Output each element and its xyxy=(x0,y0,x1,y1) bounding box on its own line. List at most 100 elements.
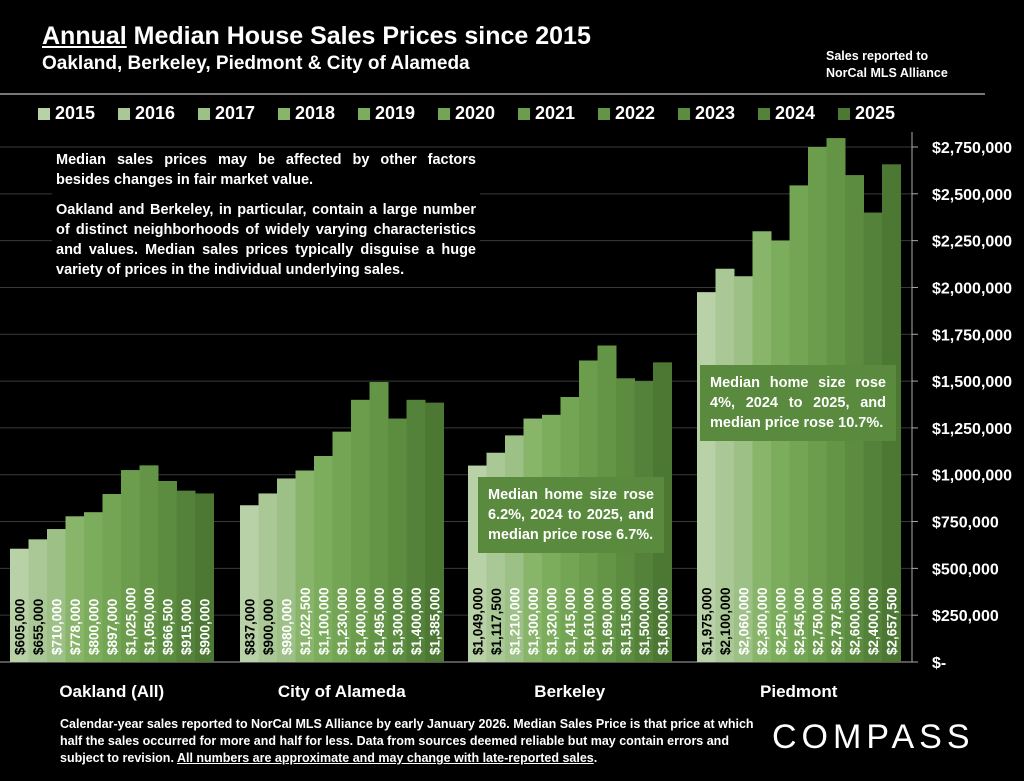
legend-item: 2016 xyxy=(118,103,198,124)
data-label: $2,750,000 xyxy=(810,587,825,655)
legend-label: 2019 xyxy=(375,103,416,123)
legend-swatch xyxy=(438,107,450,120)
data-label: $1,495,000 xyxy=(372,587,387,655)
legend-label: 2015 xyxy=(55,103,96,123)
data-label: $837,000 xyxy=(242,599,257,655)
bar-2017 xyxy=(277,478,296,662)
legend-item: 2022 xyxy=(598,103,678,124)
bar-2015 xyxy=(10,548,29,662)
legend-item: 2023 xyxy=(678,103,758,124)
data-label: $1,049,000 xyxy=(470,587,485,655)
legend-swatch xyxy=(518,107,530,120)
legend-item: 2019 xyxy=(358,103,438,124)
source-line: Sales reported to xyxy=(826,49,929,63)
data-label: $2,545,000 xyxy=(792,587,807,655)
bar-2024 xyxy=(406,399,426,662)
bar-2019 xyxy=(84,512,103,662)
legend-label: 2016 xyxy=(135,103,176,123)
bar-2025 xyxy=(195,493,214,662)
legend: 2015 2016 2017 2018 2019 2020 2021 2022 2023 2024… xyxy=(38,103,918,124)
bar-2018 xyxy=(752,231,772,663)
legend-label: 2020 xyxy=(455,103,496,123)
legend-swatch xyxy=(758,107,770,120)
y-tick-label: $1,250,000 xyxy=(932,421,1012,438)
data-label: $778,000 xyxy=(68,599,83,655)
footer-underlined: All numbers are approximate and may chan… xyxy=(176,751,594,765)
category-label: Oakland (All) xyxy=(59,682,164,701)
compass-logo: COMPASS xyxy=(772,718,975,756)
data-label: $1,400,000 xyxy=(409,587,424,655)
data-label: $900,000 xyxy=(261,599,276,655)
data-label: $1,385,000 xyxy=(427,587,442,655)
data-label: $1,320,000 xyxy=(544,587,559,655)
data-label: $1,500,000 xyxy=(637,587,652,655)
title-rest: Median House Sales Prices since 2015 xyxy=(126,22,591,50)
legend-item: 2025 xyxy=(838,103,918,124)
y-tick-label: $2,500,000 xyxy=(932,187,1012,204)
legend-item: 2015 xyxy=(38,103,118,124)
data-label: $1,600,000 xyxy=(655,587,670,655)
title-underlined: Annual xyxy=(42,22,127,50)
category-label: City of Alameda xyxy=(278,682,406,701)
bar-2015 xyxy=(240,505,259,662)
legend-label: 2018 xyxy=(295,103,336,123)
y-tick-label: $2,250,000 xyxy=(932,234,1012,251)
data-label: $1,300,000 xyxy=(390,587,405,655)
data-label: $1,300,000 xyxy=(526,587,541,655)
legend-label: 2017 xyxy=(215,103,256,123)
data-label: $710,000 xyxy=(49,599,64,655)
y-tick-label: $500,000 xyxy=(932,561,999,578)
chart-title: Annual Median House Sales Prices since 2… xyxy=(42,22,591,51)
data-label: $1,415,000 xyxy=(563,587,578,655)
data-label: $1,117,500 xyxy=(489,588,504,655)
bar-2021 xyxy=(121,470,140,662)
data-label: $2,250,000 xyxy=(773,587,788,655)
data-label: $980,000 xyxy=(279,599,294,655)
bar-2023 xyxy=(158,481,177,662)
data-label: $2,100,000 xyxy=(718,587,733,655)
footer-end: . xyxy=(593,751,598,765)
bar-2023 xyxy=(388,418,407,662)
bar-2019 xyxy=(314,456,333,662)
data-label: $900,000 xyxy=(197,599,212,655)
legend-item: 2017 xyxy=(198,103,278,124)
legend-label: 2025 xyxy=(855,103,896,123)
y-tick-label: $250,000 xyxy=(932,608,999,625)
data-label: $2,657,500 xyxy=(884,587,899,655)
legend-swatch xyxy=(678,107,690,120)
data-label: $1,050,000 xyxy=(142,587,157,655)
category-label: Berkeley xyxy=(534,682,605,701)
data-label: $2,797,500 xyxy=(829,587,844,655)
legend-item: 2020 xyxy=(438,103,518,124)
legend-item: 2021 xyxy=(518,103,598,124)
data-label: $800,000 xyxy=(86,599,101,655)
y-tick-label: $- xyxy=(932,655,946,672)
source-note: Sales reported to NorCal MLS Alliance xyxy=(826,48,948,82)
legend-swatch xyxy=(838,107,850,120)
bar-2019 xyxy=(771,240,790,663)
data-label: $605,000 xyxy=(12,599,27,655)
y-tick-label: $2,000,000 xyxy=(932,280,1012,297)
data-label: $1,400,000 xyxy=(353,587,368,655)
note-piedmont: Median home size rose 4%, 2024 to 2025, … xyxy=(700,365,896,441)
y-tick-label: $1,000,000 xyxy=(932,468,1012,485)
bar-2022 xyxy=(369,382,389,662)
data-label: $1,210,000 xyxy=(507,587,522,655)
y-tick-label: $1,500,000 xyxy=(932,374,1012,391)
y-tick-label: $1,750,000 xyxy=(932,327,1012,344)
data-label: $915,000 xyxy=(179,599,194,655)
note-paragraph: Median sales prices may be affected by o… xyxy=(56,152,476,188)
legend-swatch xyxy=(198,107,210,120)
note-median-caveat: Median sales prices may be affected by o… xyxy=(52,148,480,282)
data-label: $2,600,000 xyxy=(847,587,862,655)
data-label: $1,022,500 xyxy=(298,587,313,655)
y-tick-label: $2,750,000 xyxy=(932,140,1012,157)
category-label: Piedmont xyxy=(760,682,838,701)
data-label: $1,690,000 xyxy=(600,587,615,655)
data-label: $2,300,000 xyxy=(755,587,770,655)
data-label: $1,025,000 xyxy=(123,587,138,655)
bar-2020 xyxy=(332,431,352,662)
data-label: $1,610,000 xyxy=(581,587,596,655)
data-label: $2,400,000 xyxy=(866,587,881,655)
data-label: $897,000 xyxy=(105,599,120,655)
